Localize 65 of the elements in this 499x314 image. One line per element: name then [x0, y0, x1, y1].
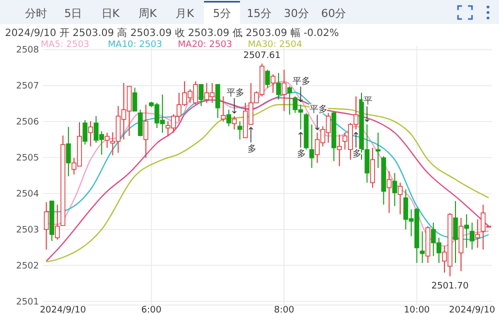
candlestick [475, 218, 480, 248]
text: 周K [138, 7, 158, 20]
candlestick [54, 204, 60, 240]
candlestick [392, 172, 398, 207]
y-tick-label: 2506 [16, 117, 40, 128]
text: 30分 [284, 7, 309, 20]
text: 月K [176, 7, 195, 20]
candlestick [270, 74, 276, 94]
candlestick [132, 87, 138, 112]
text: MA5: 2503 [40, 40, 90, 50]
candlestick [398, 182, 403, 215]
y-tick-label: 2507 [16, 81, 39, 92]
candlestick [66, 126, 71, 177]
text: 5日 [64, 7, 82, 20]
text: 分时 [25, 7, 47, 20]
candlestick [276, 72, 281, 100]
candlestick [336, 134, 342, 167]
y-tick-label: 2504 [16, 189, 40, 200]
candlestick [453, 200, 458, 264]
text: MA30: 2504 [248, 40, 302, 50]
text: 日K [101, 7, 120, 20]
candlestick [237, 120, 242, 140]
text: 60分 [321, 7, 346, 20]
annotation: 多 [352, 148, 362, 160]
annotation: 平多 [292, 76, 311, 87]
candlestick [143, 104, 148, 158]
y-tick-label: 2501 [16, 297, 39, 308]
candlestick [82, 120, 88, 146]
candlestick [470, 222, 474, 250]
candlestick [420, 230, 425, 264]
candlestick [104, 132, 110, 148]
candlestick [370, 147, 375, 188]
y-tick-label: 2503 [16, 225, 39, 236]
annotation: 2501.70 [431, 281, 469, 292]
text: 15分 [246, 7, 272, 20]
text: 5分 [213, 7, 231, 20]
candlestick [232, 116, 237, 130]
x-tick-label: 2024/9/10 [40, 305, 86, 314]
text: MA20: 2503 [178, 40, 232, 50]
y-tick-label: 2505 [16, 153, 39, 164]
y-tick-label: 2502 [16, 261, 39, 272]
x-tick-label: 8:00 [274, 305, 294, 314]
text: MA10: 2503 [108, 40, 162, 50]
candlestick [287, 86, 292, 116]
candlestick [198, 84, 204, 107]
x-tick-label: 10:00 [404, 305, 430, 314]
x-tick-label: 2024/9/10 [449, 305, 496, 314]
annotation: 多 [247, 144, 256, 155]
candlestick [282, 69, 286, 112]
chart-subtitle: 2024/9/10 开 2503.09 高 2503.09 收 2503.09 低 2503.09 幅 -0.02% [5, 27, 339, 39]
candlestick [309, 124, 314, 168]
y-tick-label: 2508 [16, 45, 40, 56]
annotation: 2507.61 [243, 50, 281, 61]
candlestick [386, 170, 392, 214]
candlestick [226, 109, 232, 127]
candlestick [88, 120, 93, 147]
candlestick [215, 84, 220, 118]
candlestick [138, 109, 143, 137]
candlestick [265, 69, 270, 88]
candlestick [220, 96, 226, 122]
candlestick [376, 132, 380, 168]
annotation: 多 [297, 148, 306, 160]
candlestick [464, 214, 469, 248]
x-tick-label: 6:00 [141, 305, 162, 314]
annotation: 平多 [226, 87, 244, 98]
